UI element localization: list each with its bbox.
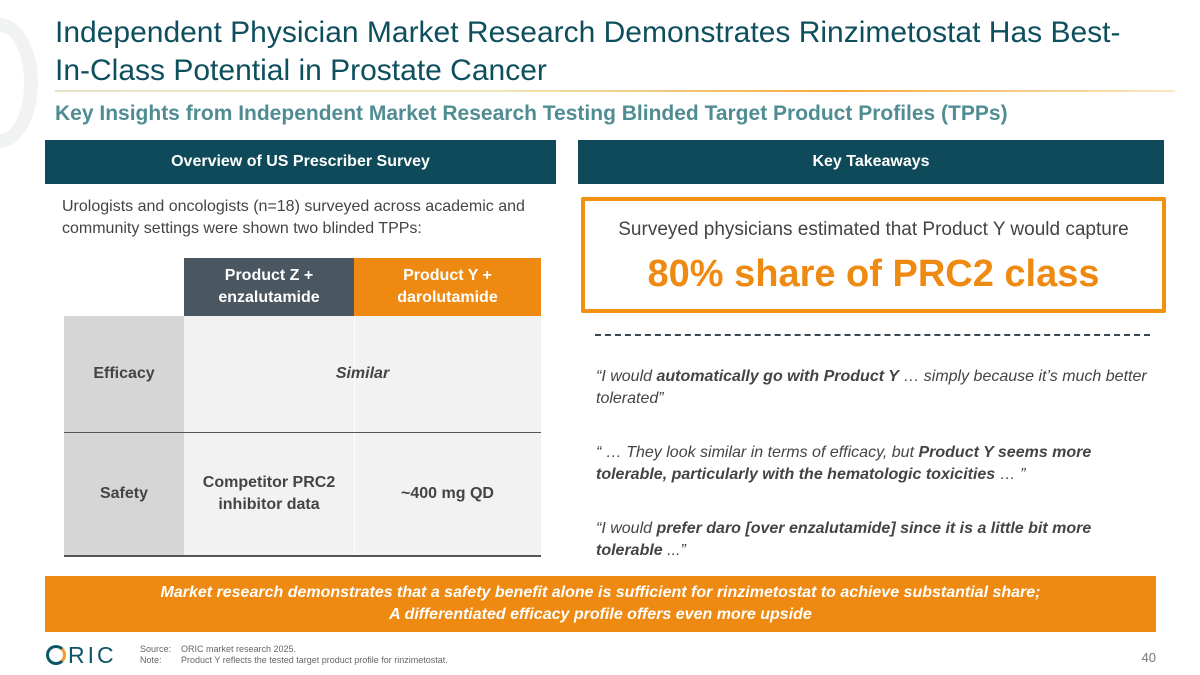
safety-z-line2: inhibitor data bbox=[218, 496, 320, 513]
quote-emphasis: automatically go with Product Y bbox=[656, 368, 899, 385]
footnotes: Source: ORIC market research 2025. Note: P… bbox=[140, 644, 448, 666]
safety-product-z-value: Competitor PRC2 inhibitor data bbox=[184, 433, 354, 555]
source-text: ORIC market research 2025. bbox=[181, 644, 297, 654]
product-z-label-line2: enzalutamide bbox=[218, 289, 320, 306]
title-divider bbox=[55, 90, 1175, 92]
row-label-safety: Safety bbox=[99, 485, 149, 502]
conclusion-banner: Market research demonstrates that a safe… bbox=[45, 576, 1156, 632]
safety-z-line1: Competitor PRC2 bbox=[202, 474, 336, 491]
table-bottom-rule bbox=[64, 555, 541, 557]
dashed-separator bbox=[595, 334, 1150, 336]
decorative-ring bbox=[0, 18, 38, 148]
table-body-background bbox=[184, 316, 541, 556]
column-header-product-z: Product Z + enzalutamide bbox=[184, 258, 354, 316]
banner-line-1: Market research demonstrates that a safe… bbox=[160, 584, 1041, 601]
logo-text: RIC bbox=[68, 642, 117, 668]
row-label-efficacy: Efficacy bbox=[93, 365, 155, 382]
logo-o-icon bbox=[46, 645, 66, 665]
key-takeaways-header: Key Takeaways bbox=[578, 140, 1164, 184]
product-y-label-line2: darolutamide bbox=[397, 289, 498, 306]
share-highlight-figure: 80% share of PRC2 class bbox=[647, 253, 1100, 295]
quote-text: “I would bbox=[596, 520, 657, 537]
quote-emphasis: Product Y seems more tolerable, particul… bbox=[596, 444, 1092, 483]
safety-product-y-value: ~400 mg QD bbox=[401, 485, 494, 502]
quote-text: … simply because it’s much better tolera… bbox=[596, 368, 1147, 407]
page-subtitle: Key Insights from Independent Market Res… bbox=[55, 102, 1008, 125]
survey-overview-header: Overview of US Prescriber Survey bbox=[45, 140, 556, 184]
banner-line-2: A differentiated efficacy profile offers… bbox=[389, 606, 812, 623]
physician-quote: “ … They look similar in terms of effica… bbox=[596, 442, 1156, 486]
product-y-label-line1: Product Y + bbox=[403, 267, 492, 284]
quote-text: “ … They look similar in terms of effica… bbox=[596, 444, 919, 461]
row-label-background bbox=[64, 316, 184, 556]
efficacy-merged-value: Similar bbox=[335, 365, 390, 382]
row-divider bbox=[64, 432, 541, 433]
survey-intro-text: Urologists and oncologists (n=18) survey… bbox=[62, 198, 525, 237]
physician-quote: “I would automatically go with Product Y… bbox=[596, 366, 1156, 410]
quote-text: ...” bbox=[662, 542, 686, 559]
page-number: 40 bbox=[1141, 650, 1156, 665]
quote-emphasis: prefer daro [over enzalutamide] since it… bbox=[596, 520, 1092, 559]
physician-quote: “I would prefer daro [over enzalutamide]… bbox=[596, 518, 1156, 562]
product-z-label-line1: Product Z + bbox=[224, 267, 314, 284]
column-divider bbox=[354, 316, 355, 556]
quote-text: … ” bbox=[995, 466, 1026, 483]
oric-logo: RIC bbox=[46, 642, 117, 669]
note-text: Product Y reflects the tested target pro… bbox=[181, 655, 448, 665]
share-highlight-text: Surveyed physicians estimated that Produ… bbox=[618, 219, 1129, 240]
source-label: Source: bbox=[140, 644, 172, 654]
page-title: Independent Physician Market Research De… bbox=[55, 16, 1121, 87]
column-header-product-y: Product Y + darolutamide bbox=[354, 258, 541, 316]
quote-text: “I would bbox=[596, 368, 657, 385]
note-label: Note: bbox=[140, 655, 162, 665]
share-highlight-box: Surveyed physicians estimated that Produ… bbox=[581, 197, 1166, 313]
